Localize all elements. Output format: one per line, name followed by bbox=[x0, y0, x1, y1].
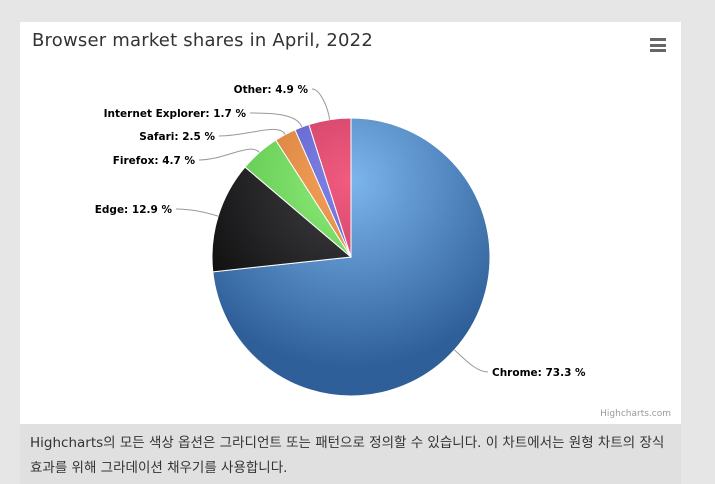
menu-bar-line bbox=[650, 43, 666, 47]
data-label-safari: Safari: 2.5 % bbox=[139, 131, 215, 143]
connector-internet-explorer bbox=[249, 112, 303, 128]
menu-bar-line bbox=[650, 38, 666, 41]
connector-chrome bbox=[454, 349, 489, 373]
data-label-firefox: Firefox: 4.7 % bbox=[113, 155, 196, 167]
data-label-internet-explorer: Internet Explorer: 1.7 % bbox=[104, 108, 247, 120]
data-label-edge: Edge: 12.9 % bbox=[95, 204, 173, 216]
data-label-other: Other: 4.9 % bbox=[234, 84, 309, 96]
highcharts-credits-link[interactable]: Highcharts.com bbox=[600, 409, 671, 419]
chart-caption: Highcharts의 모든 색상 옵션은 그라디언트 또는 패턴으로 정의할 … bbox=[20, 424, 681, 484]
pie-chart: Chrome: 73.3 % Edge: 12.9 % Firefox: 4.7 %… bbox=[95, 84, 586, 397]
pie-slice-edge[interactable] bbox=[211, 166, 353, 273]
hamburger-menu-icon[interactable] bbox=[648, 36, 668, 54]
menu-bar-line bbox=[650, 49, 666, 52]
connector-edge bbox=[175, 208, 219, 217]
connector-firefox bbox=[198, 148, 260, 161]
pie-slice-other[interactable] bbox=[308, 117, 352, 258]
data-label-chrome: Chrome: 73.3 % bbox=[492, 367, 586, 379]
connector-safari bbox=[218, 128, 286, 137]
connector-other bbox=[311, 88, 331, 120]
chart-title: Browser market shares in April, 2022 bbox=[32, 30, 373, 51]
chart-container: Browser market shares in April, 2022 Chr… bbox=[20, 22, 681, 424]
